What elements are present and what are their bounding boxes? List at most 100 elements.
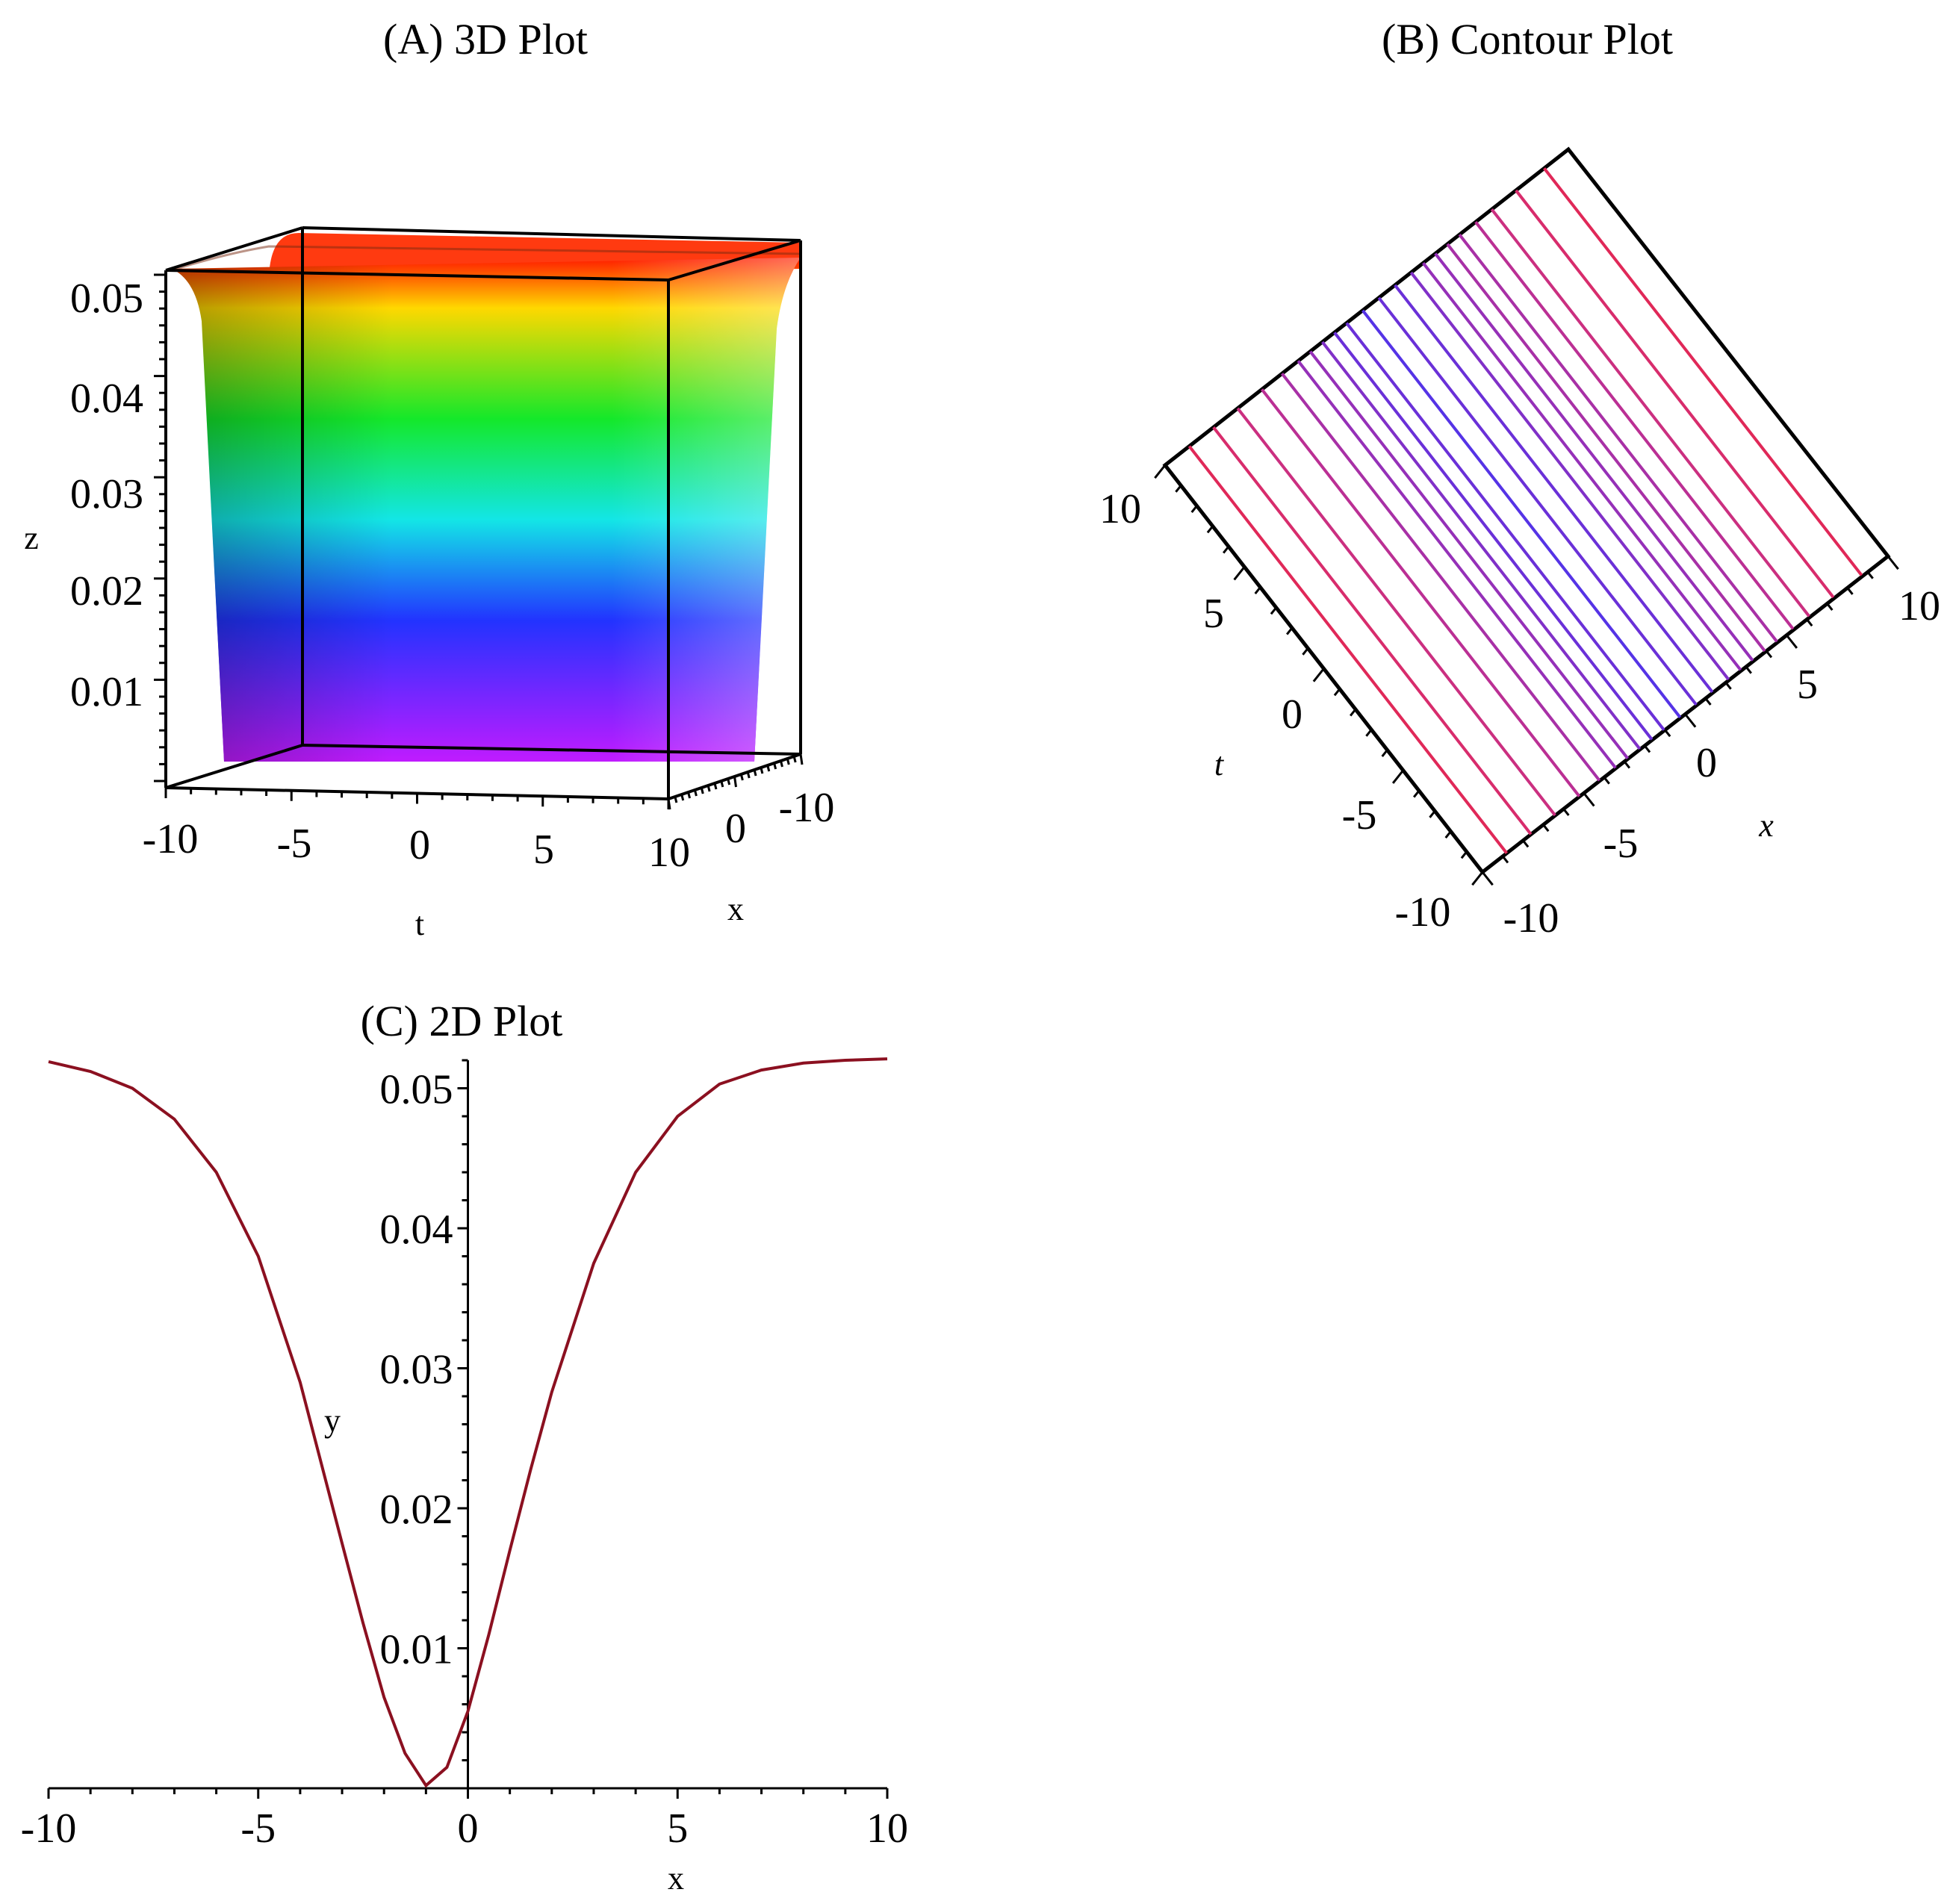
x-tick bbox=[1583, 792, 1595, 807]
t-tick bbox=[1286, 627, 1294, 635]
t-tick bbox=[1175, 485, 1182, 493]
x-tick bbox=[1603, 777, 1610, 785]
panel-b-title: (B) Contour Plot bbox=[1382, 15, 1673, 63]
z-tick-label: 0.03 bbox=[70, 471, 143, 517]
t-tick-label: 0 bbox=[409, 822, 430, 868]
t-tick bbox=[1444, 830, 1452, 839]
contour-line bbox=[1361, 309, 1682, 718]
z-tick-label: 0.05 bbox=[70, 276, 143, 322]
t-tick-label: 0 bbox=[1282, 691, 1302, 738]
t-tick bbox=[1270, 606, 1277, 615]
t-tick-label: -10 bbox=[143, 816, 199, 862]
x-axis-label: x bbox=[727, 891, 744, 927]
x-tick bbox=[1623, 761, 1631, 769]
contour-line bbox=[1458, 233, 1778, 643]
t-tick-label: 10 bbox=[1099, 486, 1141, 532]
x-tick bbox=[733, 776, 737, 788]
y-tick-label: 0.02 bbox=[380, 1487, 453, 1533]
x-tick bbox=[786, 758, 790, 765]
line-plot-tick-labels: -10 -5 0 5 10 0.05 0.04 0.03 0.02 0.01 bbox=[21, 1067, 908, 1852]
t-tick bbox=[1350, 709, 1357, 717]
t-tick bbox=[1460, 850, 1468, 859]
t-tick bbox=[1233, 566, 1246, 581]
x-tick bbox=[1724, 682, 1732, 690]
z-axis-ticks bbox=[154, 273, 166, 783]
x-tick bbox=[753, 769, 757, 777]
x-tick bbox=[674, 796, 678, 803]
t-tick-label: 5 bbox=[533, 827, 554, 873]
contour-axis-ticks bbox=[1154, 464, 1899, 886]
x-tick bbox=[1644, 744, 1651, 753]
x-tick bbox=[687, 791, 692, 799]
y-axis-label: y bbox=[324, 1402, 341, 1439]
x-tick-label: 5 bbox=[667, 1805, 688, 1852]
x-tick bbox=[713, 783, 718, 790]
x-tick bbox=[720, 780, 724, 788]
t-tick bbox=[1206, 525, 1214, 534]
x-tick bbox=[1765, 650, 1773, 659]
t-tick bbox=[1365, 729, 1373, 737]
x-tick-label: 5 bbox=[1797, 662, 1818, 708]
y-tick-label: 0.01 bbox=[380, 1627, 453, 1673]
contour-line bbox=[1543, 167, 1863, 576]
panel-c-title: (C) 2D Plot bbox=[361, 997, 563, 1045]
z-tick-label: 0.01 bbox=[70, 669, 143, 715]
contour-line bbox=[1333, 332, 1654, 741]
x-tick bbox=[707, 785, 711, 792]
contour-line bbox=[1281, 373, 1601, 782]
t-tick bbox=[1254, 586, 1261, 595]
y-tick-label: 0.03 bbox=[380, 1347, 453, 1393]
surface-shading bbox=[172, 258, 801, 762]
x-tick bbox=[1826, 603, 1834, 611]
t-tick-label: 10 bbox=[648, 830, 690, 876]
z-axis-label: z bbox=[24, 520, 39, 556]
contour-line bbox=[1212, 426, 1533, 836]
contour-line bbox=[1394, 284, 1714, 694]
x-tick bbox=[1887, 556, 1899, 570]
t-tick bbox=[1154, 464, 1167, 479]
x-tick-label: 10 bbox=[866, 1805, 908, 1852]
contour-line bbox=[1308, 350, 1629, 759]
x-tick bbox=[727, 778, 731, 785]
z-tick-label: 0.04 bbox=[70, 376, 143, 422]
z-tick-label: 0.02 bbox=[70, 568, 143, 615]
panel-3d-plot: (A) 3D Plot 0.05 0.04 0.03 0.02 bbox=[24, 15, 834, 942]
x-tick-label: 0 bbox=[1696, 740, 1717, 786]
t-tick bbox=[1312, 668, 1325, 682]
x-tick bbox=[1481, 871, 1494, 886]
contour-line bbox=[1187, 445, 1508, 854]
t-tick bbox=[1413, 790, 1420, 798]
t-axis-label: t bbox=[415, 906, 424, 942]
x-tick bbox=[773, 762, 777, 770]
contour-line bbox=[1474, 221, 1795, 630]
x-tick bbox=[693, 789, 698, 797]
x-tick bbox=[680, 794, 685, 801]
x-tick bbox=[739, 774, 744, 781]
t-tick bbox=[1333, 688, 1341, 697]
contour-line bbox=[1236, 407, 1556, 817]
x-tick bbox=[1846, 587, 1854, 595]
contour-line bbox=[1515, 189, 1835, 599]
t-axis-label: t bbox=[1214, 746, 1225, 783]
t-tick-label: -5 bbox=[277, 821, 312, 867]
x-tick-label: -10 bbox=[779, 785, 835, 831]
x-tick bbox=[799, 753, 804, 765]
data-series-line bbox=[48, 1057, 888, 1788]
contour-line bbox=[1409, 271, 1730, 681]
contour-line bbox=[1345, 322, 1665, 731]
panel-2d-plot: (C) 2D Plot -10 -5 0 5 10 0.05 0.04 0.03 0.02 0.0… bbox=[21, 997, 908, 1897]
x-tick bbox=[667, 798, 671, 810]
y-tick-label: 0.04 bbox=[380, 1207, 453, 1253]
x-axis-label: x bbox=[1758, 807, 1774, 844]
contour-line bbox=[1446, 243, 1766, 653]
x-tick bbox=[1866, 571, 1874, 579]
panel-a-title: (A) 3D Plot bbox=[383, 15, 588, 63]
surface-top-edge bbox=[171, 245, 801, 272]
t-tick-label: 5 bbox=[1203, 591, 1224, 637]
contour-line bbox=[1422, 262, 1742, 671]
contour-lines bbox=[1187, 167, 1863, 854]
t-tick bbox=[1471, 871, 1484, 886]
line-plot-axes bbox=[47, 1059, 889, 1799]
x-tick-label: 10 bbox=[1898, 583, 1940, 629]
